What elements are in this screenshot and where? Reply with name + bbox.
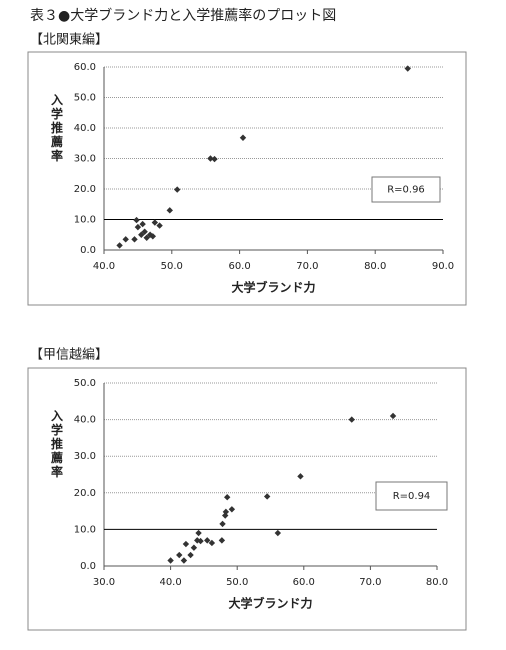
point bbox=[404, 65, 411, 72]
point bbox=[389, 412, 397, 420]
point bbox=[239, 134, 247, 141]
point bbox=[131, 236, 138, 243]
point bbox=[167, 557, 174, 564]
point bbox=[224, 493, 231, 501]
chart-subtitle: 【北関東編】 bbox=[30, 32, 108, 48]
annotation: R=0.96 bbox=[387, 185, 425, 196]
annotation-box bbox=[375, 481, 448, 511]
y-tick-label: 20.0 bbox=[74, 184, 96, 195]
y-tick-label: 40.0 bbox=[74, 123, 96, 134]
point bbox=[156, 222, 163, 229]
point bbox=[146, 231, 154, 238]
point bbox=[187, 551, 194, 559]
y-axis-label: 入学推薦率 bbox=[50, 409, 64, 479]
y-tick-label: 10.0 bbox=[74, 524, 96, 535]
x-tick-label: 50.0 bbox=[161, 261, 183, 272]
point bbox=[116, 242, 123, 249]
point bbox=[138, 231, 145, 238]
chart-frame bbox=[27, 51, 467, 306]
y-tick-label: 40.0 bbox=[74, 415, 96, 426]
point bbox=[174, 186, 181, 193]
point bbox=[122, 236, 129, 243]
point bbox=[222, 512, 229, 519]
point bbox=[274, 529, 282, 537]
annotation-box bbox=[371, 176, 441, 203]
x-tick-label: 30.0 bbox=[93, 577, 115, 588]
page-title: 表３●大学ブランド力と入学推薦率のプロット図 bbox=[30, 7, 336, 24]
point bbox=[211, 155, 218, 163]
point bbox=[222, 508, 230, 516]
x-tick-label: 70.0 bbox=[296, 261, 318, 272]
y-axis-label: 入学推薦率 bbox=[50, 93, 64, 163]
y-tick-label: 0.0 bbox=[80, 245, 96, 256]
point bbox=[166, 207, 173, 214]
point bbox=[263, 493, 271, 500]
x-tick-label: 80.0 bbox=[364, 261, 386, 272]
point bbox=[195, 529, 202, 537]
point bbox=[197, 537, 204, 545]
point bbox=[204, 537, 211, 544]
point bbox=[134, 223, 142, 231]
y-tick-label: 30.0 bbox=[74, 154, 96, 165]
annotation: R=0.94 bbox=[393, 491, 431, 502]
y-tick-label: 50.0 bbox=[74, 378, 96, 389]
x-tick-label: 90.0 bbox=[432, 261, 454, 272]
x-tick-label: 40.0 bbox=[93, 261, 115, 272]
point bbox=[297, 473, 304, 480]
y-tick-label: 10.0 bbox=[74, 215, 96, 226]
point bbox=[151, 219, 159, 226]
y-tick-label: 50.0 bbox=[74, 93, 96, 104]
y-tick-label: 20.0 bbox=[74, 488, 96, 499]
point bbox=[141, 228, 148, 235]
point bbox=[149, 233, 157, 240]
x-tick-label: 60.0 bbox=[228, 261, 250, 272]
point bbox=[207, 155, 214, 162]
point bbox=[180, 557, 188, 564]
point bbox=[143, 234, 150, 241]
point bbox=[190, 544, 198, 551]
x-tick-label: 70.0 bbox=[359, 577, 381, 588]
x-tick-label: 80.0 bbox=[426, 577, 448, 588]
x-tick-label: 50.0 bbox=[226, 577, 248, 588]
chart-subtitle: 【甲信越編】 bbox=[30, 347, 108, 363]
x-axis-label: 大学ブランド力 bbox=[231, 280, 315, 295]
x-tick-label: 40.0 bbox=[159, 577, 181, 588]
point bbox=[208, 539, 216, 547]
point bbox=[139, 220, 146, 228]
x-tick-label: 60.0 bbox=[293, 577, 315, 588]
y-tick-label: 60.0 bbox=[74, 62, 96, 73]
y-tick-label: 0.0 bbox=[80, 561, 96, 572]
point bbox=[228, 506, 236, 513]
chart-frame bbox=[27, 367, 467, 631]
point bbox=[348, 416, 355, 423]
point bbox=[218, 537, 226, 544]
x-axis-label: 大学ブランド力 bbox=[228, 596, 312, 611]
point bbox=[182, 540, 190, 548]
point bbox=[133, 216, 140, 224]
y-tick-label: 30.0 bbox=[74, 451, 96, 462]
point bbox=[219, 520, 226, 528]
point bbox=[176, 551, 183, 559]
